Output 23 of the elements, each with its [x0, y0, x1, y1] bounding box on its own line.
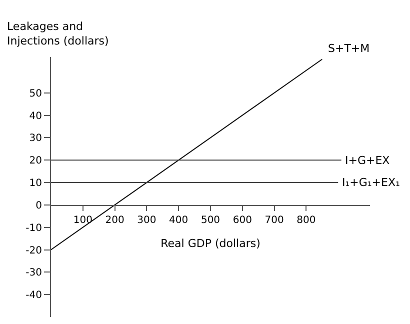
y-tick-label: -10 [26, 222, 42, 234]
y-tick-label: 40 [29, 110, 42, 122]
x-tick-label: 800 [296, 214, 316, 226]
y-axis-title: Leakages and Injections (dollars) [7, 20, 109, 48]
y-tick-label: 30 [29, 133, 42, 144]
y-tick-label: 50 [29, 88, 42, 100]
x-tick-label: 400 [169, 214, 188, 226]
x-axis-title: Real GDP (dollars) [160, 237, 260, 250]
y-tick-label: 0 [36, 200, 42, 212]
series-label: I₁+G₁+EX₁ [342, 176, 400, 189]
y-tick-label: -20 [26, 245, 42, 256]
x-tick-label: 100 [73, 214, 92, 226]
series-label: I+G+EX [345, 154, 390, 167]
x-tick-label: 500 [200, 214, 220, 226]
x-tick-label: 300 [137, 214, 156, 226]
y-tick-label: 20 [29, 156, 42, 167]
x-tick-label: 600 [232, 214, 252, 226]
series-label: S+T+M [328, 42, 370, 55]
x-tick-label: 700 [264, 214, 284, 226]
y-tick-label: 10 [29, 178, 42, 190]
y-tick-label: -30 [26, 268, 42, 279]
x-tick-label: 200 [105, 214, 124, 226]
y-tick-label: -40 [26, 290, 42, 302]
